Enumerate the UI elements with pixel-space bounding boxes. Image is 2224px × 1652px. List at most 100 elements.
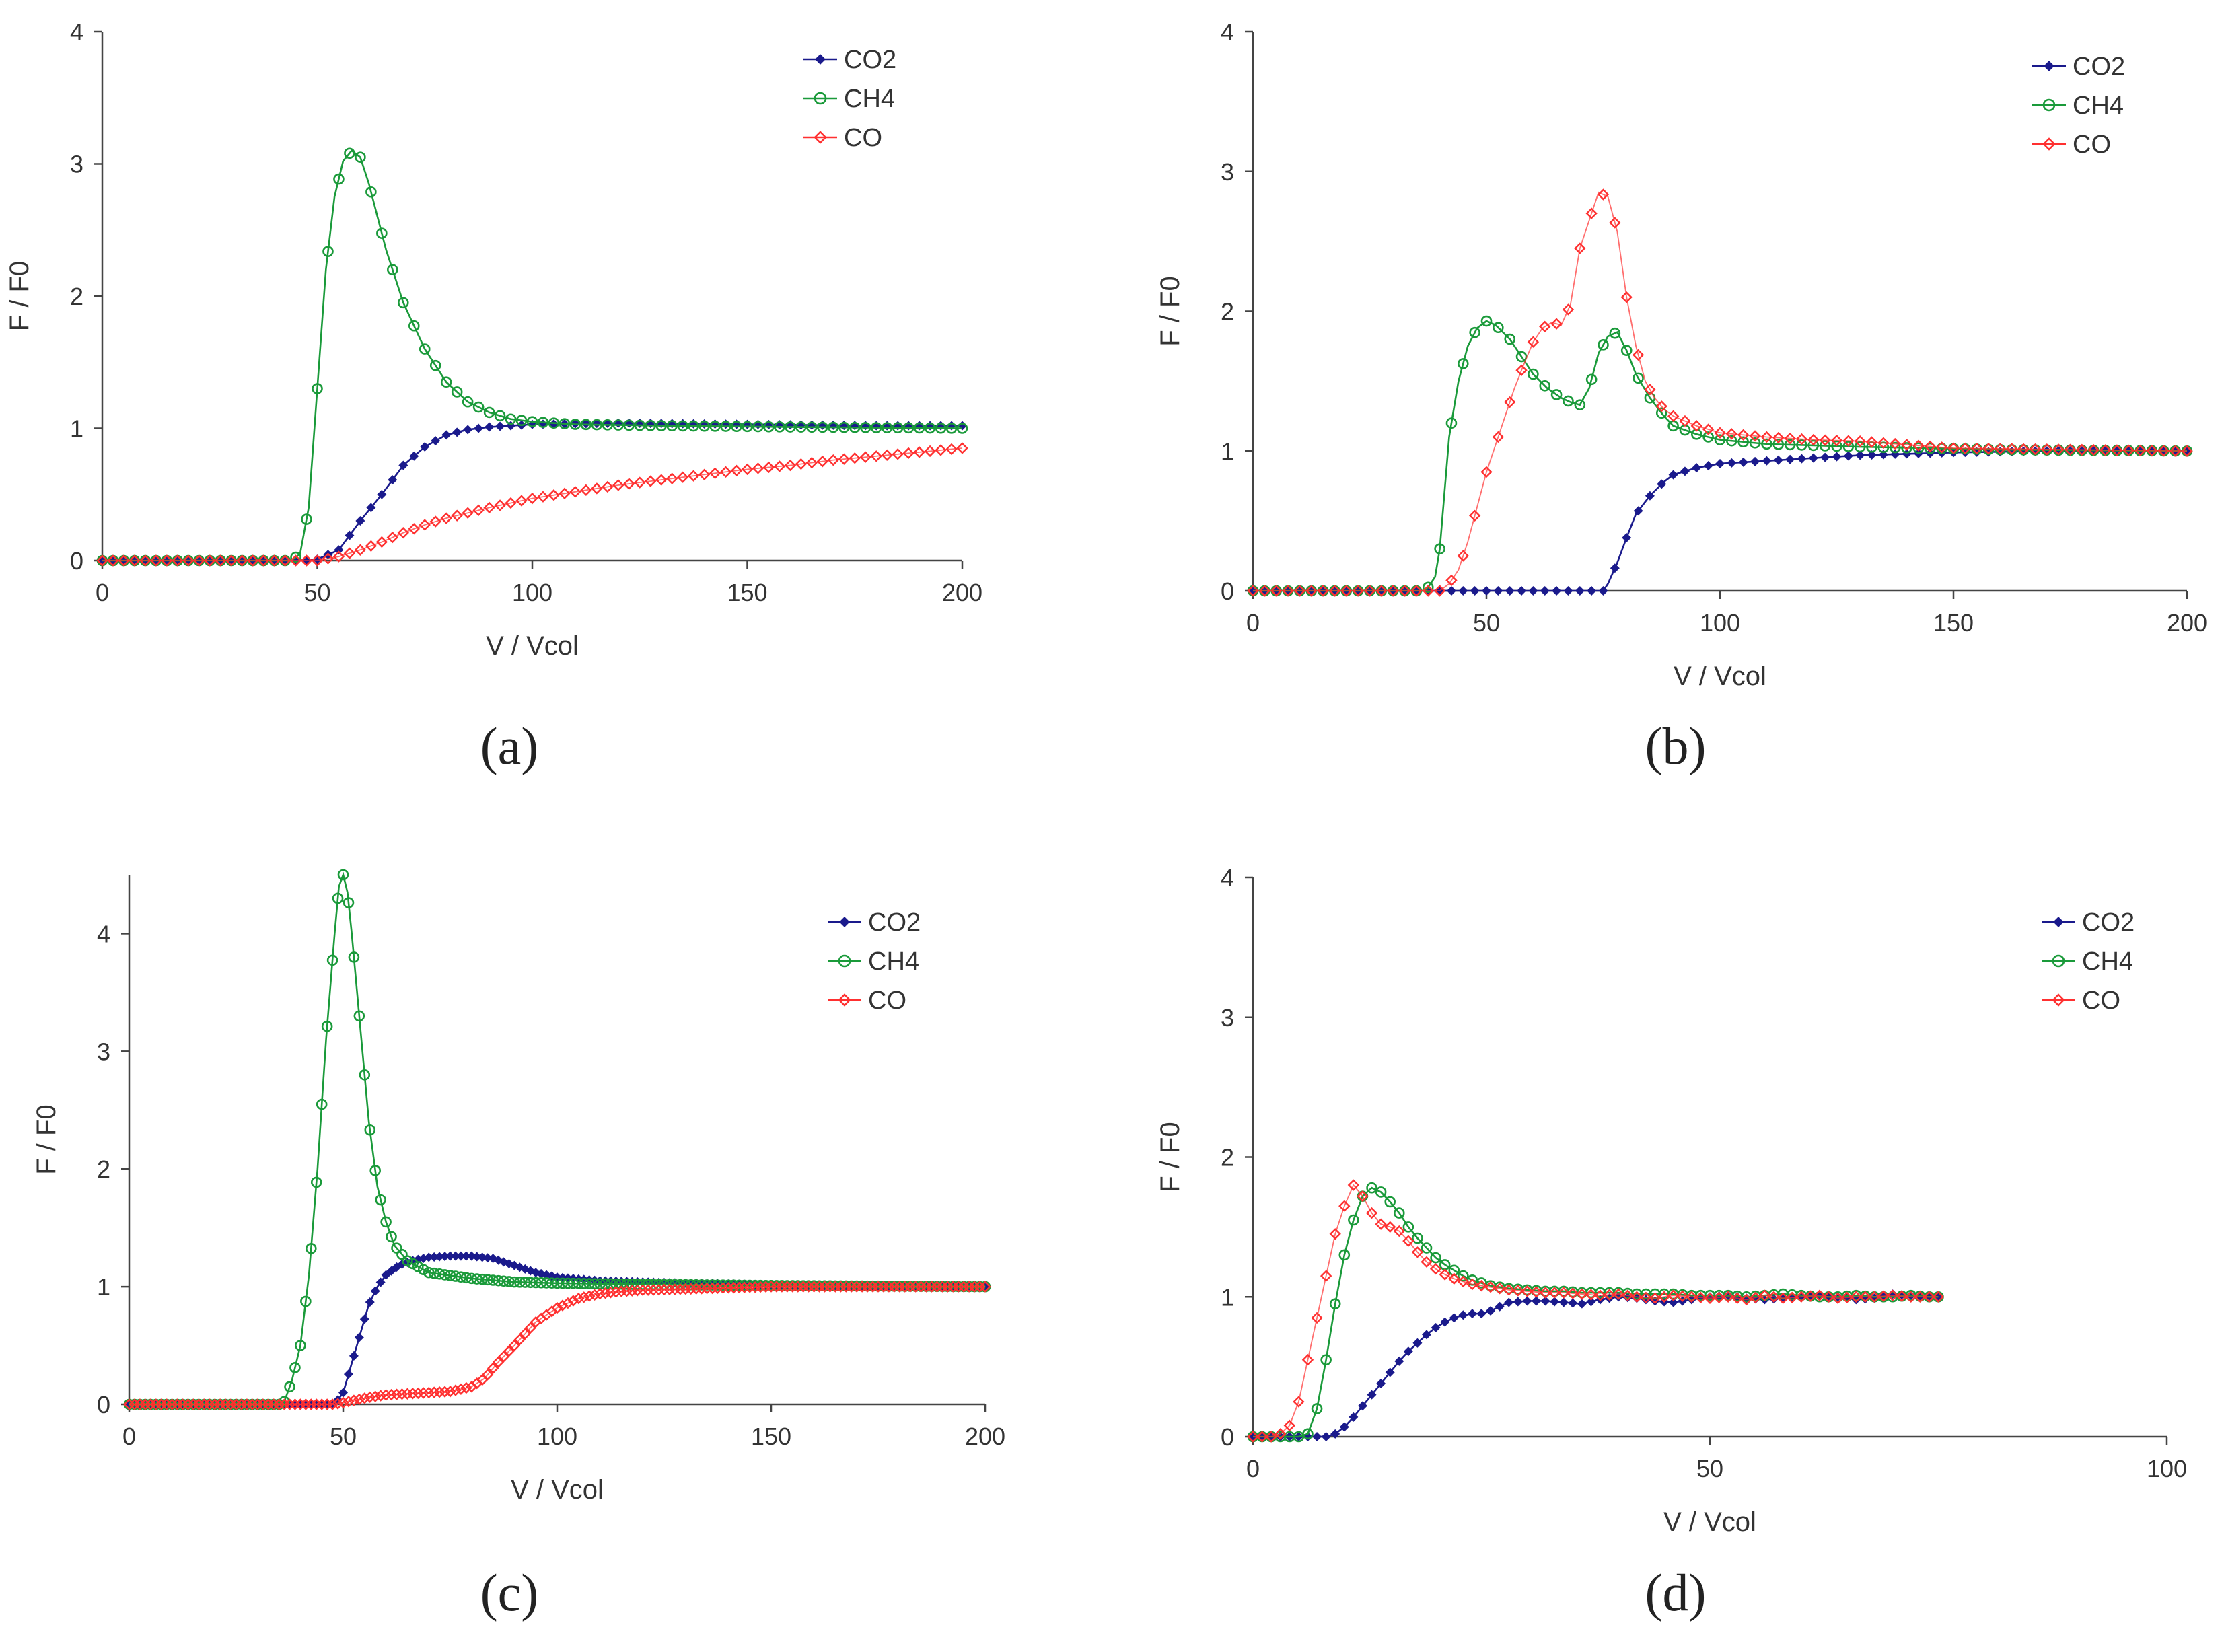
legend-marker-ch4 <box>838 954 851 968</box>
data-point-co <box>332 1398 344 1410</box>
data-point-co2 <box>409 451 419 461</box>
data-point-co <box>2146 444 2158 457</box>
legend-marker-co2 <box>2044 61 2054 71</box>
data-point-co2 <box>1540 1296 1550 1306</box>
panel-caption: (a) <box>480 717 539 775</box>
data-point-ch4 <box>637 1279 649 1290</box>
legend-marker-ch4 <box>2052 954 2065 968</box>
data-point-ch4 <box>551 1277 563 1289</box>
legend-label: CO2 <box>2082 908 2135 937</box>
data-point-co2 <box>334 545 344 555</box>
data-point-co <box>1558 1287 1570 1299</box>
data-point-ch4 <box>709 421 721 432</box>
x-tick-label: 150 <box>751 1423 791 1450</box>
data-point-ch4 <box>924 422 936 434</box>
data-point-co2 <box>581 419 591 429</box>
data-point-co <box>1667 410 1680 423</box>
data-point-co <box>557 1299 569 1312</box>
data-point-co2 <box>1773 455 1783 465</box>
data-point-co2 <box>1587 585 1597 596</box>
series-line-co <box>1253 191 2188 591</box>
data-point-co <box>1758 1289 1771 1301</box>
data-point-co <box>2169 445 2182 457</box>
legend-label: CO2 <box>868 908 921 937</box>
legend-entry-ch4: CH4 <box>828 947 919 976</box>
data-point-co <box>620 1285 633 1297</box>
data-point-co <box>337 1396 349 1409</box>
data-point-co <box>390 1388 403 1400</box>
data-point-co <box>1311 1312 1323 1324</box>
data-point-ch4 <box>1574 399 1586 410</box>
data-point-co <box>1814 1289 1826 1301</box>
data-point-co <box>487 1362 499 1375</box>
data-point-ch4 <box>1772 439 1785 450</box>
data-point-co2 <box>1446 585 1456 596</box>
data-point-ch4 <box>387 264 398 276</box>
legend-entry-co: CO <box>2032 131 2111 159</box>
data-point-co <box>580 484 592 497</box>
data-point-co <box>1305 585 1318 597</box>
data-point-co2 <box>1668 470 1678 480</box>
data-point-ch4 <box>631 1279 643 1290</box>
data-point-co2 <box>1785 454 1795 464</box>
data-point-co2 <box>1797 454 1807 464</box>
data-point-co <box>107 554 119 567</box>
legend-label: CH4 <box>868 947 919 976</box>
data-point-co <box>1282 585 1294 597</box>
data-point-co <box>1784 432 1796 445</box>
data-point-co2 <box>1703 461 1713 471</box>
data-point-ch4 <box>1749 437 1761 449</box>
data-point-co <box>1914 1291 1927 1303</box>
data-point-co <box>1398 585 1411 597</box>
y-tick-label: 3 <box>1221 158 1234 186</box>
data-point-co <box>1842 435 1855 447</box>
data-point-co2 <box>388 475 398 485</box>
data-point-co <box>1504 396 1516 408</box>
data-point-ch4 <box>337 869 349 881</box>
data-point-co2 <box>1412 1338 1423 1348</box>
data-point-co <box>1293 585 1306 597</box>
data-point-co <box>612 479 624 491</box>
data-point-co <box>1877 1290 1890 1302</box>
data-point-co <box>1493 1283 1506 1295</box>
data-point-co <box>1889 437 1901 450</box>
data-point-co2 <box>499 1257 509 1267</box>
legend-label: CO <box>2082 986 2120 1015</box>
data-point-ch4 <box>1550 389 1563 400</box>
data-point-co2 <box>1657 479 1667 489</box>
data-point-co2 <box>1715 458 1725 468</box>
data-point-co <box>1731 1292 1744 1305</box>
data-point-ch4 <box>462 396 474 408</box>
data-point-co <box>1786 1291 1798 1303</box>
data-point-ch4 <box>1598 339 1609 351</box>
data-point-ch4 <box>310 1176 322 1188</box>
data-point-co2 <box>366 503 376 513</box>
data-point-co <box>1328 585 1341 597</box>
data-point-ch4 <box>655 420 668 431</box>
data-point-co <box>513 1334 526 1346</box>
data-point-ch4 <box>386 1231 397 1243</box>
data-point-co <box>1959 442 1972 454</box>
x-axis-label: V / Vcol <box>1663 1507 1756 1537</box>
data-point-ch4 <box>375 1194 386 1206</box>
data-point-co <box>1841 1291 1853 1303</box>
data-point-ch4 <box>493 1274 504 1287</box>
data-point-co <box>1795 433 1808 445</box>
data-point-co2 <box>1376 1379 1386 1389</box>
data-point-co <box>1329 1228 1341 1240</box>
data-point-co <box>118 554 130 567</box>
data-point-ch4 <box>612 419 624 431</box>
data-point-co <box>1850 1291 1862 1303</box>
data-point-co <box>1484 1281 1497 1293</box>
data-point-co <box>1594 1289 1606 1301</box>
data-point-co <box>913 446 925 458</box>
data-point-ch4 <box>1329 1298 1341 1309</box>
data-point-ch4 <box>471 1273 483 1285</box>
data-point-ch4 <box>498 1275 509 1287</box>
data-point-co <box>354 544 367 556</box>
data-point-co <box>279 554 291 567</box>
data-point-co <box>472 504 485 517</box>
data-point-co2 <box>1531 1296 1541 1306</box>
data-point-co <box>1410 585 1423 597</box>
data-point-co <box>433 1386 445 1398</box>
